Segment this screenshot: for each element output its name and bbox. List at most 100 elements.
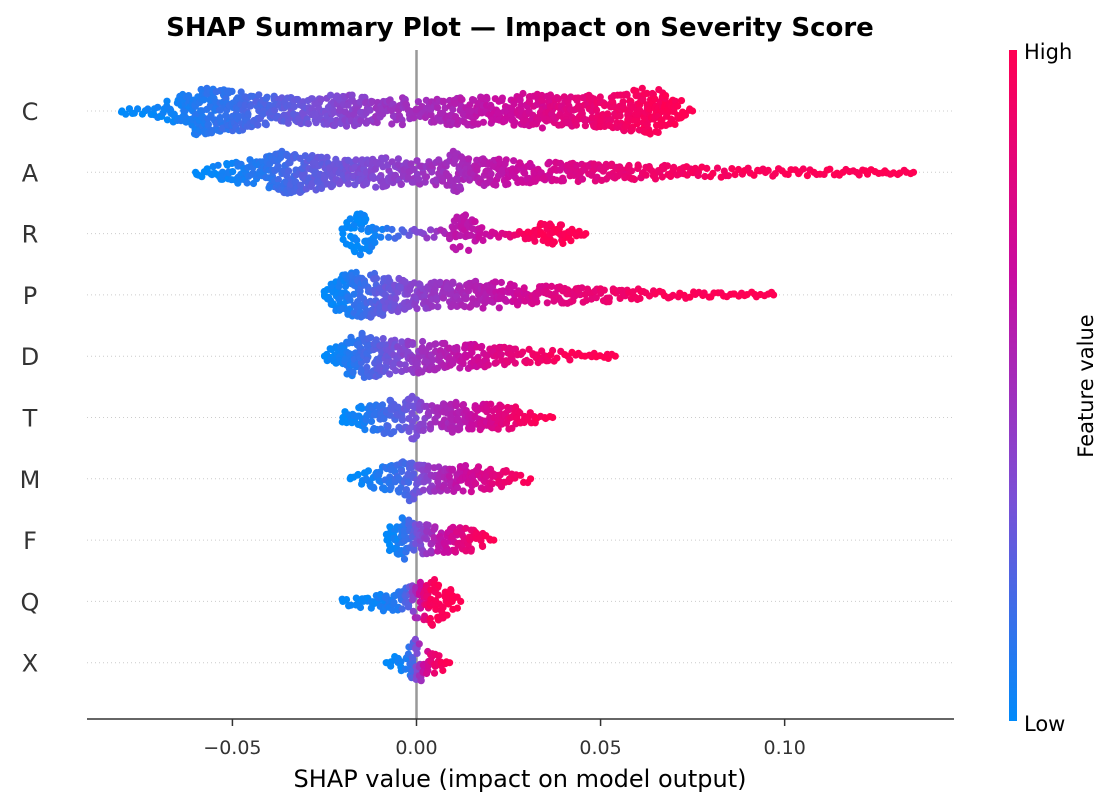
- shap-point: [578, 110, 586, 118]
- shap-point: [510, 100, 518, 108]
- shap-point: [502, 297, 510, 305]
- shap-point: [628, 125, 636, 133]
- shap-point: [408, 423, 416, 431]
- shap-point: [453, 604, 461, 612]
- shap-point: [409, 113, 417, 122]
- shap-point: [516, 159, 524, 167]
- shap-point: [341, 282, 350, 291]
- shap-point: [259, 110, 267, 118]
- shap-point: [329, 181, 337, 190]
- shap-point: [327, 91, 335, 99]
- shap-point: [430, 233, 438, 241]
- shap-point: [504, 180, 512, 188]
- shap-point: [390, 428, 398, 436]
- shap-point: [361, 426, 369, 434]
- shap-point: [436, 278, 444, 286]
- shap-point: [354, 470, 362, 479]
- shap-point: [228, 87, 236, 95]
- shap-point: [909, 168, 918, 176]
- shap-point: [728, 165, 736, 173]
- shap-point: [457, 597, 465, 606]
- x-axis-title: SHAP value (impact on model output): [294, 765, 747, 793]
- shap-point: [353, 412, 361, 420]
- shap-point: [421, 292, 429, 300]
- shap-point: [510, 282, 518, 290]
- shap-point: [405, 478, 413, 486]
- shap-point: [247, 102, 255, 110]
- shap-point: [371, 238, 379, 247]
- shap-point: [448, 428, 456, 436]
- shap-point: [639, 96, 647, 104]
- shap-point: [623, 91, 631, 99]
- shap-point: [663, 162, 672, 170]
- shap-point: [362, 215, 370, 223]
- shap-point: [414, 614, 422, 622]
- shap-point: [487, 400, 495, 408]
- shap-point: [634, 161, 642, 169]
- shap-point: [263, 93, 271, 101]
- shap-point: [163, 116, 171, 124]
- shap-point: [411, 645, 420, 653]
- shap-point: [527, 475, 535, 483]
- shap-point: [490, 536, 498, 544]
- shap-point: [559, 239, 567, 248]
- shap-point: [645, 129, 653, 137]
- shap-point: [486, 485, 494, 493]
- shap-point: [479, 118, 487, 126]
- shap-point: [378, 401, 387, 409]
- shap-point: [369, 173, 377, 181]
- shap-point: [826, 165, 834, 173]
- shap-point: [413, 432, 421, 440]
- shap-point: [559, 177, 568, 185]
- shap-point: [479, 236, 487, 245]
- shap-point: [372, 225, 380, 233]
- shap-point: [667, 172, 675, 180]
- shap-point: [422, 173, 431, 181]
- shap-point: [285, 167, 293, 175]
- shap-point: [593, 106, 601, 114]
- shap-point: [223, 160, 231, 168]
- shap-point: [596, 93, 604, 101]
- shap-point: [658, 173, 666, 181]
- x-tick-label: −0.05: [203, 737, 261, 759]
- shap-point: [592, 294, 600, 302]
- shap-point: [388, 225, 396, 234]
- shap-point: [423, 234, 431, 242]
- shap-point: [434, 303, 442, 311]
- shap-point: [386, 277, 394, 285]
- colorbar-gradient: [1009, 50, 1017, 721]
- shap-point: [394, 155, 402, 163]
- shap-point: [430, 534, 438, 542]
- shap-point: [235, 112, 243, 120]
- feature-label-q: Q: [21, 588, 40, 616]
- shap-point: [604, 110, 612, 118]
- shap-point: [358, 480, 366, 488]
- shap-point: [451, 155, 459, 163]
- shap-point: [431, 418, 439, 426]
- shap-point: [385, 233, 393, 241]
- shap-point: [416, 578, 424, 587]
- shap-point: [654, 128, 662, 136]
- shap-point: [501, 160, 509, 168]
- shap-point: [356, 603, 365, 612]
- shap-point: [352, 268, 360, 276]
- beeswarm-points: [117, 84, 918, 685]
- feature-label-r: R: [22, 221, 39, 249]
- shap-point: [372, 183, 380, 191]
- shap-point: [473, 300, 481, 308]
- feature-points-r: [338, 210, 590, 259]
- shap-point: [422, 521, 431, 529]
- shap-point: [457, 153, 465, 161]
- shap-point: [467, 547, 475, 555]
- shap-point: [453, 484, 461, 492]
- shap-point: [434, 591, 442, 599]
- shap-point: [367, 334, 375, 342]
- shap-point: [421, 178, 429, 186]
- shap-point: [517, 471, 525, 479]
- shap-point: [229, 168, 237, 176]
- shap-point: [392, 367, 400, 375]
- feature-label-f: F: [23, 527, 37, 555]
- colorbar: High Low Feature value: [1009, 40, 1098, 736]
- shap-point: [498, 94, 506, 102]
- shap-point: [377, 233, 385, 241]
